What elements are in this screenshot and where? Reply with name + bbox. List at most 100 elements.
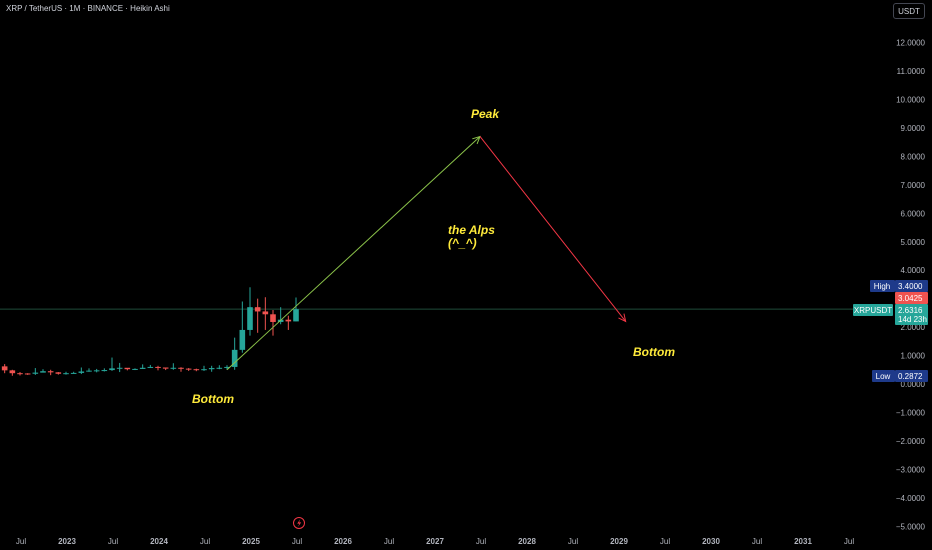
candle[interactable] [124,367,131,371]
candle[interactable] [239,301,246,353]
candle[interactable] [155,365,161,371]
x-axis-tick: Jul [200,537,210,546]
x-axis-tick: 2027 [426,537,444,546]
candle-body [254,307,261,312]
y-axis-tick: 7.0000 [901,181,926,190]
candle-body [132,368,138,370]
candle[interactable] [293,297,299,322]
candle[interactable] [101,368,108,372]
candle[interactable] [193,368,200,372]
y-axis-tick: 1.0000 [901,352,926,361]
annotation-bottom-right: Bottom [633,345,675,359]
candle[interactable] [86,368,92,372]
x-axis-tick: Jul [476,537,486,546]
candle[interactable] [17,372,23,376]
candle-body [93,370,100,372]
candle[interactable] [55,372,62,375]
candle-body [9,370,16,374]
candle[interactable] [185,368,192,371]
low-value: 0.2872 [898,372,923,381]
currency-button[interactable]: USDT [893,3,925,19]
candle[interactable] [109,357,115,371]
candle[interactable] [254,298,261,333]
trend-arrow-up[interactable] [226,135,481,371]
candle-body [170,367,177,369]
candle[interactable] [247,287,253,336]
candle-body [185,368,192,370]
candle[interactable] [162,367,169,371]
candle-body [262,311,269,315]
candle-body [293,309,299,322]
candle[interactable] [262,297,269,330]
candle-body [239,329,246,350]
candle[interactable] [147,364,154,368]
x-axis-tick: Jul [752,537,762,546]
high-label: High [874,282,890,291]
candle-body [70,372,77,374]
x-axis-tick: 2024 [150,537,168,546]
y-axis-tick: 8.0000 [901,152,926,161]
y-axis-tick: 10.0000 [896,96,925,105]
annotation-peak: Peak [471,107,500,121]
candle-body [40,371,46,373]
high-label-badge [870,280,895,292]
x-axis-tick: Jul [844,537,854,546]
x-axis-tick: Jul [384,537,394,546]
candle[interactable] [9,369,16,376]
prev-close-value: 3.0425 [898,294,923,303]
y-axis-tick: 2.0000 [901,323,926,332]
lightning-icon[interactable] [293,517,305,529]
candle[interactable] [132,368,138,371]
x-axis-tick: 2025 [242,537,260,546]
candle[interactable] [216,365,223,370]
candle-body [116,367,123,369]
candle[interactable] [116,362,123,373]
candle-body [147,366,154,368]
annotation-bottom-left: Bottom [192,392,234,406]
candle-body [17,373,23,375]
candle[interactable] [170,363,177,370]
candle[interactable] [24,373,31,375]
candle[interactable] [201,365,207,371]
candle-body [1,366,8,371]
y-axis-tick: 0.0000 [901,380,926,389]
candle[interactable] [93,368,100,373]
candle[interactable] [208,365,215,372]
y-axis-tick: 4.0000 [901,266,926,275]
candle[interactable] [139,364,146,369]
candle[interactable] [40,369,46,373]
candle-body [139,367,146,369]
candle[interactable] [178,367,184,372]
candle[interactable] [224,365,230,370]
candle-body [47,371,54,373]
candle-body [162,367,169,369]
candle[interactable] [1,364,8,374]
candle-body [155,366,161,368]
arrow-head [618,313,627,323]
candle[interactable] [270,310,276,336]
chart-title: XRP / TetherUS · 1M · BINANCE · Heikin A… [6,4,170,13]
candle-body [231,349,238,367]
candle[interactable] [285,315,292,330]
candle[interactable] [231,337,238,370]
candle-body [55,372,62,374]
candle-body [285,319,292,322]
last-price-value: 2.6316 [898,306,923,315]
candle[interactable] [70,371,77,374]
candle-body [201,369,207,371]
y-axis-tick: −4.0000 [896,494,926,503]
candle[interactable] [78,367,85,375]
candle-body [193,369,200,371]
candle[interactable] [63,371,69,375]
arrow-line [479,136,627,322]
candle[interactable] [32,368,39,375]
candle[interactable] [47,369,54,376]
y-axis-tick: −3.0000 [896,465,926,474]
trend-arrow-down[interactable] [479,136,627,323]
prev-close-badge [895,292,928,304]
candle-body [86,370,92,372]
y-axis-tick: −1.0000 [896,408,926,417]
y-axis-tick: 11.0000 [897,67,926,76]
